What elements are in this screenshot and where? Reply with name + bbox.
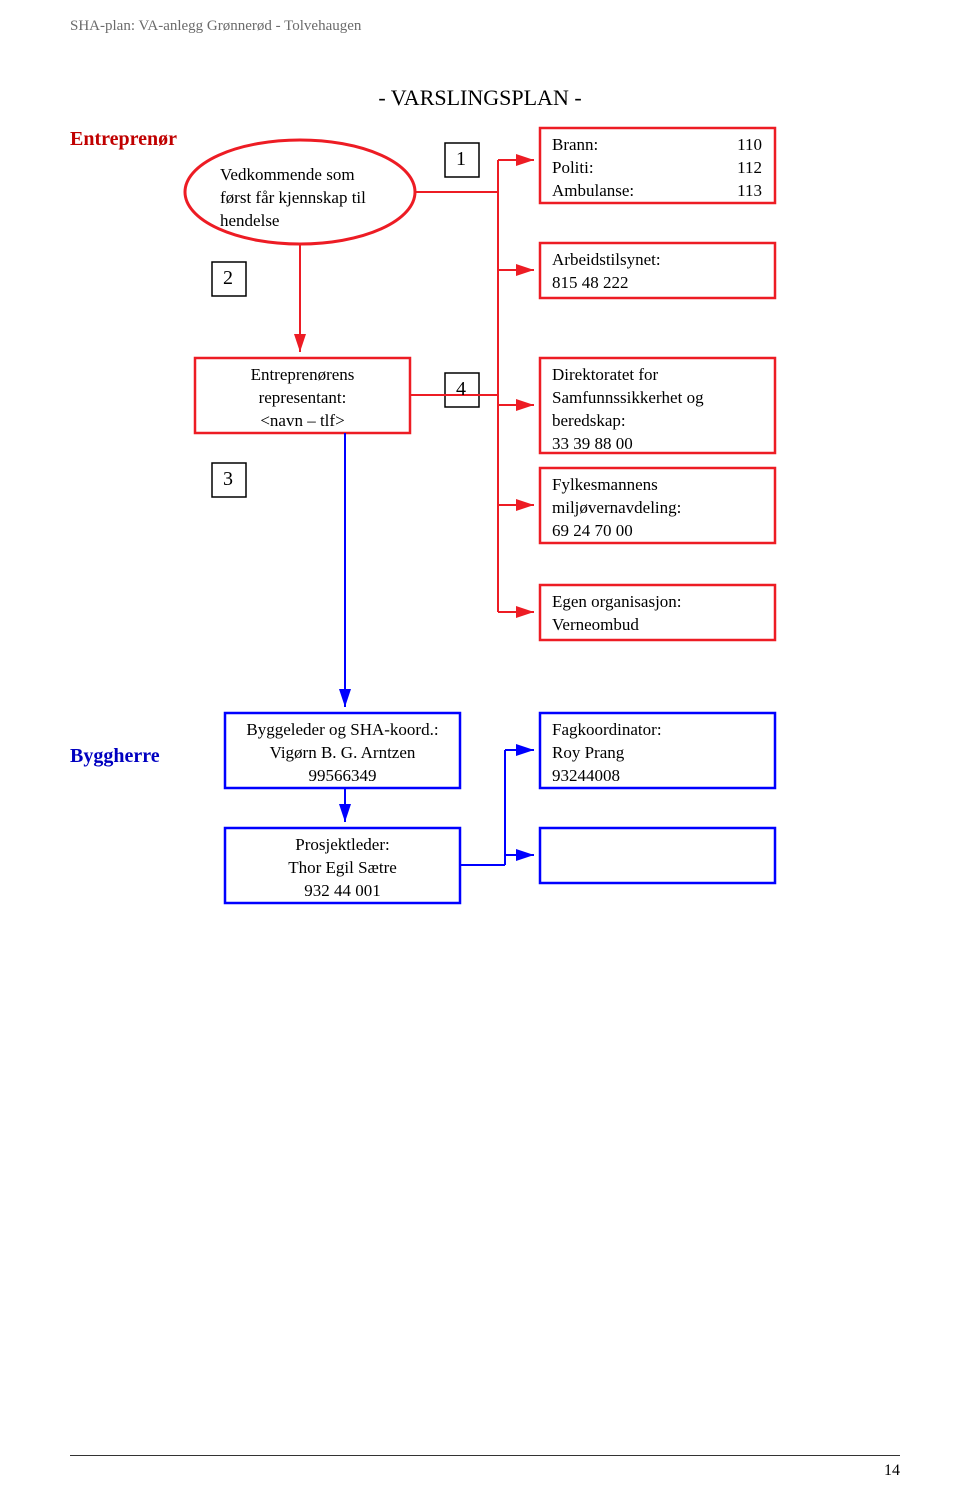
ego-l0: Egen organisasjon:	[552, 591, 762, 614]
em-brann-v: 110	[737, 134, 762, 157]
ego-l1: Verneombud	[552, 614, 762, 637]
er-l2: <navn – tlf>	[195, 410, 410, 433]
em-politi-l: Politi:	[552, 157, 594, 180]
dir-l3: 33 39 88 00	[552, 433, 762, 456]
dir-l0: Direktoratet for	[552, 364, 762, 387]
step-1-label: 1	[456, 148, 466, 171]
pl-l1: Thor Egil Sætre	[225, 857, 460, 880]
page-number: 14	[884, 1462, 900, 1480]
dir-l2: beredskap:	[552, 410, 762, 433]
entrep-rep-text: Entreprenørens representant: <navn – tlf…	[195, 364, 410, 433]
byggeleder-text: Byggeleder og SHA-koord.: Vigørn B. G. A…	[225, 719, 460, 788]
em-amb-v: 113	[737, 180, 762, 203]
footer-rule	[70, 1455, 900, 1456]
fylkesmannen-text: Fylkesmannens miljøvernavdeling: 69 24 7…	[552, 474, 762, 543]
egen-org-text: Egen organisasjon: Verneombud	[552, 591, 762, 637]
ellipse-l2: hendelse	[220, 210, 390, 233]
dir-l1: Samfunnssikkerhet og	[552, 387, 762, 410]
ellipse-l1: først får kjennskap til	[220, 187, 390, 210]
pl-l2: 932 44 001	[225, 880, 460, 903]
fyl-l2: 69 24 70 00	[552, 520, 762, 543]
bgl-l0: Byggeleder og SHA-koord.:	[225, 719, 460, 742]
em-politi-v: 112	[737, 157, 762, 180]
ellipse-l0: Vedkommende som	[220, 164, 390, 187]
prosjektleder-text: Prosjektleder: Thor Egil Sætre 932 44 00…	[225, 834, 460, 903]
ellipse-text: Vedkommende som først får kjennskap til …	[220, 164, 390, 233]
arb-l1: 815 48 222	[552, 272, 762, 295]
step-4-label: 4	[456, 378, 466, 401]
fyl-l0: Fylkesmannens	[552, 474, 762, 497]
box-empty	[540, 828, 775, 883]
em-amb-l: Ambulanse:	[552, 180, 634, 203]
flowchart-svg	[0, 0, 960, 1511]
pl-l0: Prosjektleder:	[225, 834, 460, 857]
arb-l0: Arbeidstilsynet:	[552, 249, 762, 272]
fagkoordinator-text: Fagkoordinator: Roy Prang 93244008	[552, 719, 762, 788]
step-2-label: 2	[223, 267, 233, 290]
fyl-l1: miljøvernavdeling:	[552, 497, 762, 520]
arbeidstilsynet-text: Arbeidstilsynet: 815 48 222	[552, 249, 762, 295]
bgl-l2: 99566349	[225, 765, 460, 788]
direktoratet-text: Direktoratet for Samfunnssikkerhet og be…	[552, 364, 762, 456]
bgl-l1: Vigørn B. G. Arntzen	[225, 742, 460, 765]
emergency-text: Brann: 110 Politi: 112 Ambulanse: 113	[552, 134, 762, 203]
fk-l1: Roy Prang	[552, 742, 762, 765]
er-l0: Entreprenørens	[195, 364, 410, 387]
er-l1: representant:	[195, 387, 410, 410]
fk-l0: Fagkoordinator:	[552, 719, 762, 742]
em-brann-l: Brann:	[552, 134, 598, 157]
step-3-label: 3	[223, 468, 233, 491]
fk-l2: 93244008	[552, 765, 762, 788]
